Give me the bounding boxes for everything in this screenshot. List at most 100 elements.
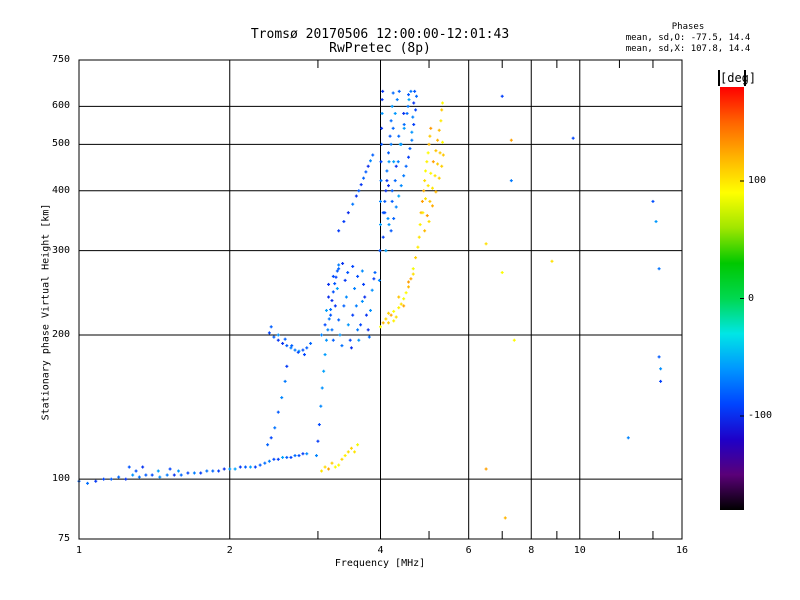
data-point-x	[420, 199, 424, 203]
data-point-o	[659, 379, 663, 383]
data-point-o	[363, 295, 367, 299]
data-point-o	[412, 123, 416, 127]
data-point-o	[172, 473, 176, 477]
data-point-o	[276, 333, 280, 337]
data-point-x	[417, 235, 421, 239]
data-point-x	[333, 465, 337, 469]
data-point-x	[407, 280, 411, 284]
data-point-o	[362, 282, 366, 286]
data-point-x	[384, 317, 388, 321]
colorbar-unit-label: [deg]	[718, 70, 757, 86]
data-point-o	[402, 123, 406, 127]
grid-lines	[79, 60, 682, 539]
data-point-o	[344, 295, 348, 299]
data-point-x	[418, 223, 422, 227]
colorbar-tick-label: 0	[748, 292, 755, 304]
data-point-o	[353, 287, 357, 291]
data-point-o	[379, 179, 383, 183]
data-point-o	[412, 101, 416, 105]
data-point-o	[324, 338, 328, 342]
data-point-o	[359, 183, 363, 187]
data-point-x	[428, 199, 432, 203]
data-point-o	[283, 379, 287, 383]
data-point-o	[654, 220, 658, 224]
data-point-x	[509, 138, 513, 142]
stat-o-mode: mean, sd,O: -77.5, 14.4	[625, 33, 751, 43]
data-point-x	[356, 443, 360, 447]
data-point-o	[366, 164, 370, 168]
data-point-o	[281, 455, 285, 459]
data-point-x	[422, 189, 426, 193]
data-point-o	[414, 108, 418, 112]
y-tick-label: 300	[51, 244, 70, 256]
data-point-o	[335, 269, 339, 273]
data-point-o	[406, 104, 410, 108]
data-point-o	[391, 126, 395, 130]
data-point-o	[360, 299, 364, 303]
data-point-x	[500, 271, 504, 275]
data-point-o	[205, 469, 209, 473]
data-point-o	[267, 331, 271, 335]
data-point-o	[192, 471, 196, 475]
data-point-x	[397, 306, 401, 310]
data-point-x	[402, 297, 406, 301]
data-point-o	[317, 423, 321, 427]
data-point-o	[337, 318, 341, 322]
data-point-o	[150, 473, 154, 477]
data-point-o	[394, 205, 398, 209]
data-point-o	[351, 202, 355, 206]
data-point-x	[436, 162, 440, 166]
data-point-x	[433, 174, 437, 178]
data-point-o	[337, 263, 341, 267]
data-point-o	[380, 126, 384, 130]
data-point-o	[340, 344, 344, 348]
data-point-x	[503, 516, 507, 520]
data-point-o	[331, 274, 335, 278]
data-point-o	[324, 308, 328, 312]
data-point-o	[346, 271, 350, 275]
data-point-o	[127, 465, 131, 469]
data-point-o	[407, 93, 411, 97]
data-point-x	[381, 321, 385, 325]
data-point-o	[657, 267, 661, 271]
data-point-x	[387, 311, 391, 315]
data-point-o	[368, 159, 372, 163]
data-point-x	[429, 126, 433, 130]
data-point-x	[441, 140, 445, 144]
data-point-x	[426, 151, 430, 155]
data-point-o	[388, 134, 392, 138]
data-point-o	[409, 89, 413, 93]
data-point-x	[411, 267, 415, 271]
data-point-o	[320, 333, 324, 337]
data-point-o	[117, 475, 121, 479]
data-point-x	[436, 138, 440, 142]
data-point-o	[392, 217, 396, 221]
data-point-o	[316, 439, 320, 443]
data-point-x	[431, 160, 435, 164]
y-axis-label: Stationary phase Virtual Height [km]	[40, 203, 52, 421]
data-point-o	[393, 179, 397, 183]
data-point-o	[411, 115, 415, 119]
data-point-o	[342, 220, 346, 224]
data-point-x	[428, 134, 432, 138]
data-point-o	[165, 473, 169, 477]
data-point-o	[393, 111, 397, 115]
y-tick-label: 200	[51, 328, 70, 340]
data-point-o	[407, 155, 411, 159]
data-point-o	[389, 142, 393, 146]
data-point-x	[484, 467, 488, 471]
data-point-o	[285, 344, 289, 348]
data-point-o	[330, 328, 334, 332]
data-point-o	[356, 274, 360, 278]
data-point-o	[381, 211, 385, 215]
data-point-x	[429, 171, 433, 175]
data-point-x	[346, 450, 350, 454]
chart-subtitle: RwPretec (8p)	[329, 41, 431, 56]
x-tick-label: 6	[465, 545, 472, 556]
x-tick-label: 4	[377, 545, 384, 556]
data-point-o	[405, 111, 409, 115]
data-point-x	[343, 454, 347, 458]
data-point-x	[440, 164, 444, 168]
data-point-o	[359, 323, 363, 327]
data-point-x	[407, 285, 411, 289]
